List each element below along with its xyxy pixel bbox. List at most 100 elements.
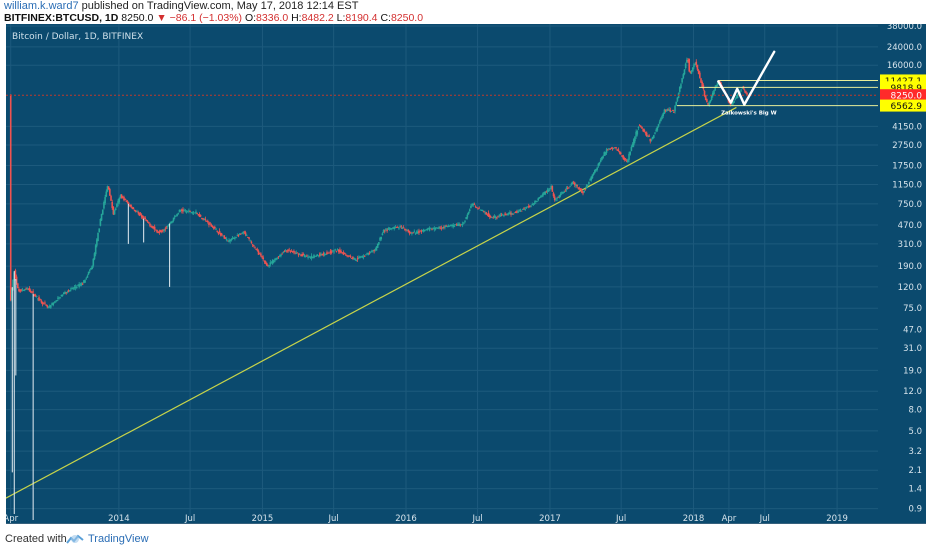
candle-body: [623, 157, 626, 161]
candle-body: [610, 148, 613, 149]
candle-body: [581, 190, 583, 193]
candle-body: [211, 225, 214, 227]
candle-body: [400, 226, 403, 228]
candle-body: [615, 147, 617, 149]
candle-body: [287, 249, 289, 252]
y-tick-label: 470.0: [898, 221, 922, 231]
candle-body: [252, 245, 255, 247]
candle-body: [60, 294, 63, 297]
candle-body: [181, 209, 183, 211]
candle-body: [114, 208, 117, 210]
open-value: 8336.0: [256, 12, 289, 24]
candle-body: [368, 252, 371, 254]
candle-body: [527, 206, 530, 208]
candle-body: [435, 227, 438, 229]
candle-body: [509, 212, 511, 215]
candle-body: [296, 252, 299, 254]
candle-body: [50, 305, 52, 308]
candle-body: [73, 286, 76, 288]
candle-body: [595, 168, 597, 171]
candle-body: [31, 292, 33, 294]
price-label-text: 8250.0: [891, 92, 923, 102]
candle-body: [348, 255, 351, 257]
price-chart[interactable]: Bitcoin / Dollar, 1D, BITFINEX 11427.198…: [0, 22, 926, 524]
candle-body: [657, 124, 660, 127]
candle-body: [25, 288, 27, 290]
candle-body: [507, 212, 510, 214]
candle-body: [663, 109, 666, 114]
candle-body: [290, 250, 293, 252]
candle-body: [293, 250, 295, 253]
support-trendline: [0, 106, 737, 502]
candle-body: [248, 237, 250, 239]
candle-body: [487, 212, 490, 217]
candle-body: [80, 283, 83, 286]
candle-body: [584, 189, 587, 190]
candle-body: [186, 210, 189, 212]
candle-body: [183, 210, 185, 212]
y-tick-label: 750.0: [898, 200, 922, 210]
candle-body: [618, 151, 621, 153]
candle-body: [516, 210, 518, 213]
candle-body: [643, 129, 646, 132]
tradingview-brand[interactable]: TradingView: [88, 533, 149, 545]
candle-body: [740, 89, 742, 91]
candle-body: [560, 192, 563, 194]
x-axis: Apr 2014 Jul 2015 Jul 2016 Jul 2017 Jul 2018 Apr Ju…: [3, 514, 848, 524]
candle-body: [445, 225, 447, 227]
candle-body: [255, 249, 257, 250]
candle-body: [120, 194, 123, 199]
grid-lines: [6, 24, 878, 520]
author-link[interactable]: william.k.ward7: [4, 0, 79, 12]
candle-body: [229, 239, 231, 242]
candle-body: [589, 179, 591, 181]
price-change: −86.1 (−1.03%): [169, 12, 243, 24]
candle-body: [616, 149, 619, 151]
candle-body: [630, 146, 633, 151]
candle-body: [345, 254, 347, 256]
candle-body: [488, 214, 491, 218]
chart-area[interactable]: Bitcoin / Dollar, 1D, BITFINEX 11427.198…: [0, 22, 926, 524]
candle-body: [65, 292, 67, 294]
candle-body: [650, 139, 653, 141]
candle-body: [99, 218, 102, 226]
candle-body: [599, 159, 602, 162]
close-value: 8250.0: [390, 12, 424, 24]
candle-body: [332, 250, 334, 252]
candle-body: [222, 235, 224, 237]
candle-body: [701, 81, 703, 88]
candle-body: [405, 229, 407, 231]
candle-body: [107, 186, 110, 190]
candle-body: [424, 229, 426, 231]
candle-body: [605, 149, 608, 153]
candle-body: [678, 86, 681, 92]
y-tick-label: 19.0: [903, 366, 922, 376]
candle-body: [596, 167, 598, 170]
candle-body: [479, 209, 482, 211]
candle-body: [414, 232, 417, 234]
candle-body: [700, 78, 702, 83]
candle-body: [621, 155, 623, 157]
candle-body: [336, 249, 339, 250]
candle-body: [588, 181, 590, 185]
candle-body: [18, 289, 20, 292]
candle-body: [247, 237, 249, 238]
candle-body: [179, 210, 182, 212]
candle-body: [28, 288, 31, 292]
candle-body: [163, 229, 165, 231]
candle-body: [244, 232, 247, 235]
y-tick-label: 310.0: [898, 240, 922, 250]
candle-body: [353, 257, 355, 260]
candle-body: [383, 230, 386, 232]
candle-body: [299, 254, 301, 256]
candle-body: [151, 226, 154, 228]
candle-body: [480, 210, 483, 211]
candle-body: [536, 201, 538, 202]
candle-body: [34, 294, 37, 297]
candle-body: [714, 86, 716, 91]
candle-body: [570, 184, 573, 186]
candle-body: [614, 147, 616, 149]
candle-body: [257, 250, 260, 255]
candle-body: [713, 90, 715, 95]
candle-body: [350, 257, 353, 259]
